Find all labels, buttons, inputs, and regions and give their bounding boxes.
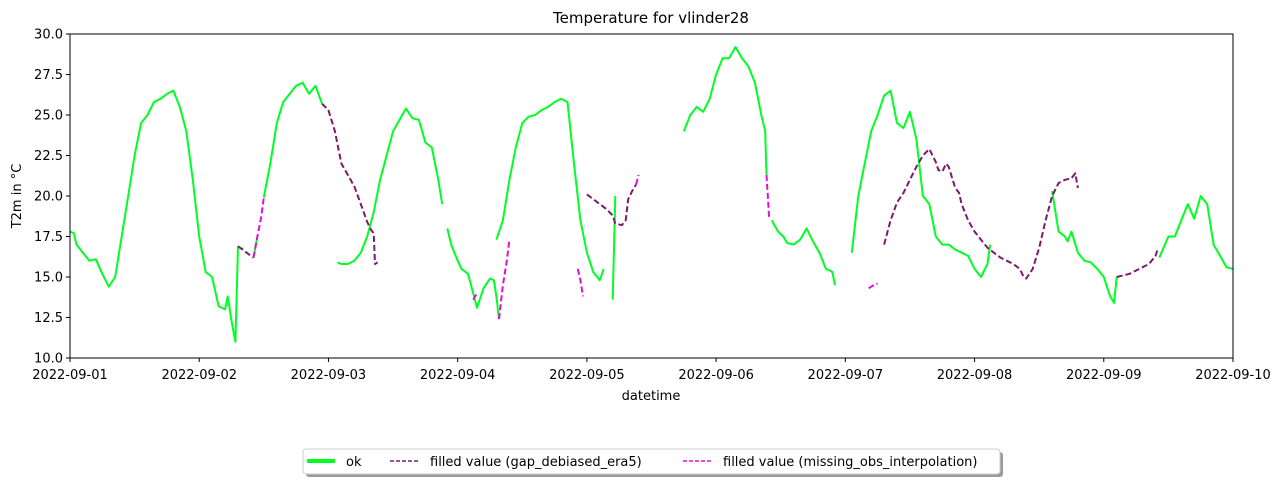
series-2-segment-2 [472, 292, 478, 301]
series-0-segment-8 [682, 46, 768, 175]
plot-area [70, 46, 1233, 343]
x-tick-label: 2022-09-08 [937, 368, 1013, 383]
x-axis-label: datetime [622, 389, 681, 404]
series-0-segment-11 [1051, 190, 1118, 304]
series-0-segment-0 [70, 89, 239, 343]
x-tick-label: 2022-09-03 [291, 368, 367, 383]
y-tick-label: 15.0 [34, 271, 63, 286]
series-1-segment-2 [586, 184, 637, 227]
legend-label-missing-obs-interpolation: filled value (missing_obs_interpolation) [723, 455, 977, 470]
y-tick-label: 10.0 [34, 352, 63, 367]
y-tick-label: 25.0 [34, 109, 63, 124]
x-tick-label: 2022-09-05 [549, 368, 625, 383]
series-2-segment-3 [576, 268, 584, 297]
x-tick-label: 2022-09-06 [678, 368, 754, 383]
series-0-segment-4 [337, 107, 444, 265]
legend-label-gap-debiased-era5: filled value (gap_debiased_era5) [430, 455, 642, 470]
series-1-segment-0 [237, 245, 255, 259]
series-2-segment-6 [868, 282, 878, 290]
x-tick-label: 2022-09-04 [420, 368, 496, 383]
x-tick-label: 2022-09-07 [808, 368, 884, 383]
y-tick-label: 12.5 [34, 311, 63, 326]
series-2-segment-0 [252, 197, 265, 258]
series-0-segment-12 [1158, 195, 1233, 270]
series-0-segment-3 [262, 81, 323, 198]
y-tick-label: 20.0 [34, 190, 63, 205]
x-tick-label: 2022-09-01 [32, 368, 108, 383]
series-0-segment-6 [495, 97, 605, 282]
series-2-segment-5 [765, 174, 771, 218]
y-axis-label: T2m in °C [10, 164, 25, 230]
series-0-segment-9 [770, 219, 836, 286]
y-axis: 10.0 12.5 15.0 17.5 20.0 22.5 25.0 27.5 30.0 [34, 28, 70, 367]
series-1-segment-4 [1116, 247, 1160, 278]
legend-frame [302, 448, 1001, 475]
y-tick-label: 27.5 [34, 68, 63, 83]
series-2-segment-4 [635, 174, 640, 185]
series-0-segment-5 [446, 228, 500, 320]
series-1-segment-1 [321, 102, 379, 265]
legend-label-ok: ok [346, 455, 362, 470]
x-tick-label: 2022-09-09 [1066, 368, 1142, 383]
series-0-segment-7 [611, 195, 617, 300]
series-1-segment-3 [883, 148, 1079, 280]
x-tick-label: 2022-09-10 [1195, 368, 1271, 383]
x-axis: 2022-09-01 2022-09-02 2022-09-03 2022-09-04… [32, 358, 1271, 383]
y-tick-label: 30.0 [34, 28, 63, 43]
series-0-segment-10 [850, 89, 992, 278]
x-tick-label: 2022-09-02 [161, 368, 237, 383]
series-2-segment-1 [498, 239, 511, 320]
plot-frame [69, 33, 1234, 359]
y-tick-label: 17.5 [34, 230, 63, 245]
y-tick-label: 22.5 [34, 149, 63, 164]
chart-title: Temperature for vlinder28 [552, 9, 749, 27]
legend: ok filled value (gap_debiased_era5) fill… [302, 448, 1003, 477]
